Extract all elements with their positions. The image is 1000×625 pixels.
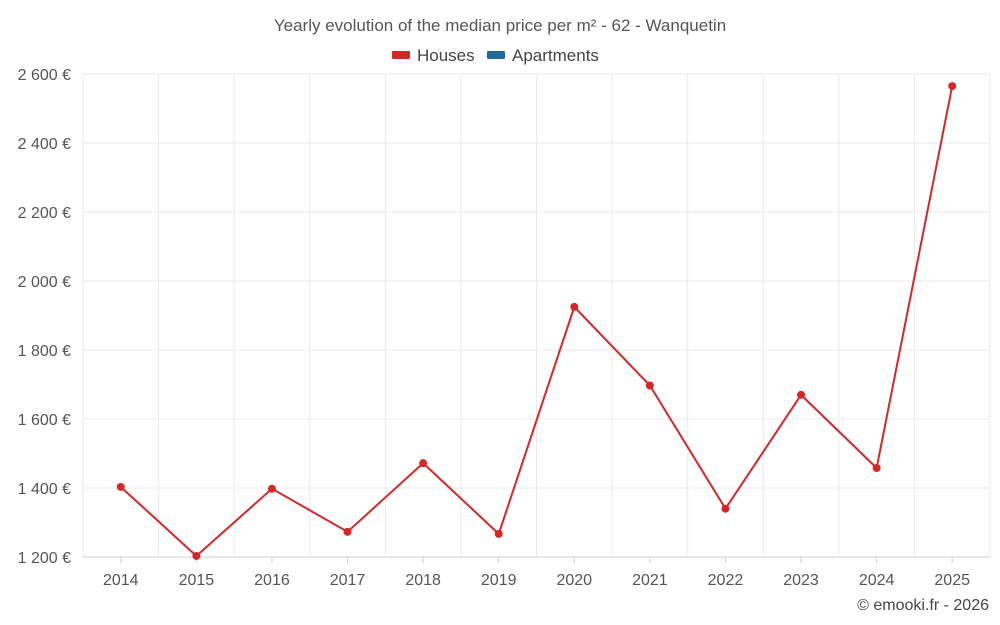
legend-label-houses: Houses	[417, 46, 475, 65]
x-tick-label: 2019	[481, 572, 517, 589]
x-tick-label: 2016	[254, 572, 290, 589]
series-layer	[116, 82, 957, 560]
data-point-houses-2018[interactable]	[419, 459, 428, 468]
y-tick-label: 1 400 €	[18, 481, 71, 498]
x-tick-label: 2017	[330, 572, 366, 589]
legend-item-houses[interactable]: Houses	[392, 46, 475, 65]
data-point-houses-2024[interactable]	[872, 463, 881, 472]
x-tick-label: 2014	[103, 572, 139, 589]
x-tick-label: 2023	[783, 572, 819, 589]
legend: Houses Apartments	[392, 46, 599, 65]
legend-label-apartments: Apartments	[512, 46, 599, 65]
legend-item-apartments[interactable]: Apartments	[487, 46, 599, 65]
data-point-houses-2016[interactable]	[267, 484, 276, 493]
x-tick-label: 2021	[632, 572, 668, 589]
data-point-houses-2020[interactable]	[570, 302, 579, 311]
x-axis: 2014 2015 2016 2017 2018 2019 2020 2021 2022 2023…	[103, 557, 970, 589]
y-tick-label: 1 800 €	[18, 343, 71, 360]
y-tick-label: 2 200 €	[18, 205, 71, 222]
x-tick-label: 2024	[859, 572, 895, 589]
series-line-houses	[120, 85, 954, 557]
chart-title: Yearly evolution of the median price per…	[274, 16, 726, 35]
credit-text: © emooki.fr - 2026	[857, 597, 989, 614]
data-point-houses-2022[interactable]	[721, 504, 730, 513]
x-tick-label: 2015	[179, 572, 215, 589]
data-point-houses-2021[interactable]	[645, 381, 654, 390]
data-point-houses-2023[interactable]	[797, 390, 806, 399]
y-tick-label: 2 400 €	[18, 136, 71, 153]
legend-swatch-houses	[392, 51, 410, 59]
y-tick-label: 1 200 €	[18, 550, 71, 567]
data-point-houses-2015[interactable]	[192, 551, 201, 560]
y-tick-label: 2 600 €	[18, 67, 71, 84]
y-axis: 1 200 € 1 400 € 1 600 € 1 800 € 2 000 € 2 200…	[18, 67, 71, 567]
x-tick-label: 2018	[405, 572, 441, 589]
y-tick-label: 1 600 €	[18, 412, 71, 429]
x-tick-label: 2025	[934, 572, 970, 589]
data-point-houses-2019[interactable]	[494, 529, 503, 538]
data-point-houses-2014[interactable]	[116, 482, 125, 491]
data-point-houses-2025[interactable]	[948, 82, 957, 91]
y-tick-label: 2 000 €	[18, 274, 71, 291]
x-tick-label: 2020	[556, 572, 592, 589]
x-tick-label: 2022	[708, 572, 744, 589]
grid	[82, 73, 991, 558]
legend-swatch-apartments	[487, 51, 505, 59]
data-point-houses-2017[interactable]	[343, 527, 352, 536]
